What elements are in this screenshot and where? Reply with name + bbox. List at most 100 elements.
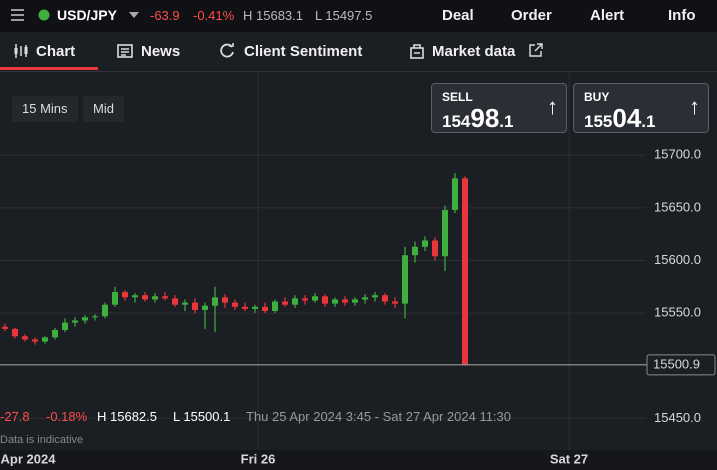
candle-body: [352, 299, 358, 303]
tab[interactable]: News: [141, 43, 181, 60]
candle-body: [232, 302, 238, 307]
high: H 15683.1: [243, 8, 303, 23]
candle-body: [442, 209, 448, 257]
chart-icon: [14, 44, 28, 58]
buy-label: BUY: [584, 90, 610, 104]
footer-range: Thu 25 Apr 2024 3:45 - Sat 27 Apr 2024 1…: [246, 409, 512, 424]
candle-body: [272, 301, 278, 312]
candle-body: [382, 295, 388, 302]
candle-body: [252, 306, 258, 309]
footer-change: -27.8: [0, 409, 30, 424]
symbol[interactable]: USD/JPY: [57, 7, 117, 23]
candle-body: [302, 298, 308, 301]
x-tick-label: Apr 2024: [1, 451, 57, 466]
candle-body: [462, 178, 468, 365]
footer-note: Data is indicative: [0, 434, 84, 446]
tab[interactable]: Client Sentiment: [244, 43, 363, 60]
price-part: 154: [442, 112, 471, 131]
candle-body: [392, 301, 398, 304]
price-part: 155: [584, 112, 613, 131]
x-tick-label: Fri 26: [241, 451, 276, 466]
sentiment-icon: [220, 43, 234, 58]
candle-body: [262, 306, 268, 312]
news-icon: [117, 44, 133, 58]
candle-body: [292, 298, 298, 305]
low: L 15497.5: [315, 8, 373, 23]
footer-low: L 15500.1: [173, 409, 231, 424]
candle-body: [412, 246, 418, 256]
candle-body: [202, 305, 208, 310]
y-tick-label: 15650.0: [654, 199, 701, 214]
y-tick-label: 15550.0: [654, 305, 701, 320]
tab[interactable]: Chart: [36, 43, 76, 60]
sell-price: 15498.1: [442, 103, 513, 134]
candle-body: [312, 296, 318, 301]
candle-body: [332, 299, 338, 304]
candle-body: [432, 240, 438, 257]
menu-icon[interactable]: [11, 9, 25, 21]
candle-body: [282, 301, 288, 305]
nav-item[interactable]: Deal: [442, 7, 474, 24]
y-tick-label: 15450.0: [654, 410, 701, 425]
candle-body: [362, 297, 368, 300]
candle-body: [452, 178, 458, 210]
candle-body: [92, 316, 98, 318]
candle-body: [152, 296, 158, 300]
price-part: 04: [612, 103, 642, 133]
candle-body: [142, 295, 148, 300]
candle-body: [172, 298, 178, 305]
price-part: .1: [499, 112, 514, 131]
candle-body: [322, 296, 328, 304]
nav-item[interactable]: Alert: [590, 7, 625, 24]
candle-body: [212, 297, 218, 306]
candle-body: [242, 306, 248, 309]
dropdown-icon[interactable]: [129, 12, 139, 19]
price-type-button[interactable]: Mid: [83, 96, 124, 122]
external-link-icon: [529, 43, 543, 57]
last-price-label: 15500.9: [653, 356, 700, 371]
sell-button[interactable]: SELL 15498.1 ↑: [431, 83, 567, 133]
price-part: 98: [470, 103, 500, 133]
y-tick-label: 15600.0: [654, 252, 701, 267]
candle-body: [182, 302, 188, 305]
candle-body: [112, 292, 118, 305]
change: -63.9: [150, 8, 180, 23]
candle-body: [192, 302, 198, 310]
candle-body: [222, 297, 228, 303]
candle-body: [162, 296, 168, 299]
candle-body: [32, 339, 38, 342]
candle-body: [52, 329, 58, 338]
candle-body: [102, 304, 108, 317]
candle-body: [62, 322, 68, 330]
sell-label: SELL: [442, 90, 473, 104]
change-pct: -0.41%: [193, 8, 235, 23]
last-price-box: [646, 354, 716, 376]
status-dot: [38, 9, 50, 21]
interval-button[interactable]: 15 Mins: [12, 96, 78, 122]
buy-button[interactable]: BUY 15504.1 ↑: [573, 83, 709, 133]
arrow-icon: ↑: [689, 94, 700, 119]
candle-body: [342, 299, 348, 303]
candle-body: [22, 336, 28, 340]
footer-change-pct: -0.18%: [46, 409, 88, 424]
tab-bar: [0, 32, 717, 72]
buy-price: 15504.1: [584, 103, 655, 134]
candle-body: [42, 337, 48, 342]
candle-body: [2, 326, 8, 329]
x-tick-label: Sat 27: [550, 451, 588, 466]
candle-body: [72, 320, 78, 323]
candle-body: [402, 255, 408, 304]
footer-high: H 15682.5: [97, 409, 157, 424]
market-icon: [410, 44, 424, 59]
nav-item[interactable]: Order: [511, 7, 552, 24]
nav-item[interactable]: Info: [668, 7, 696, 24]
top-bar: USD/JPY -63.9 -0.41% H 15683.1 L 15497.5…: [0, 0, 717, 32]
x-axis-band: [0, 450, 717, 470]
candle-body: [82, 317, 88, 321]
tab[interactable]: Market data: [432, 43, 516, 60]
candle-body: [372, 295, 378, 298]
arrow-icon: ↑: [547, 94, 558, 119]
price-part: .1: [641, 112, 656, 131]
